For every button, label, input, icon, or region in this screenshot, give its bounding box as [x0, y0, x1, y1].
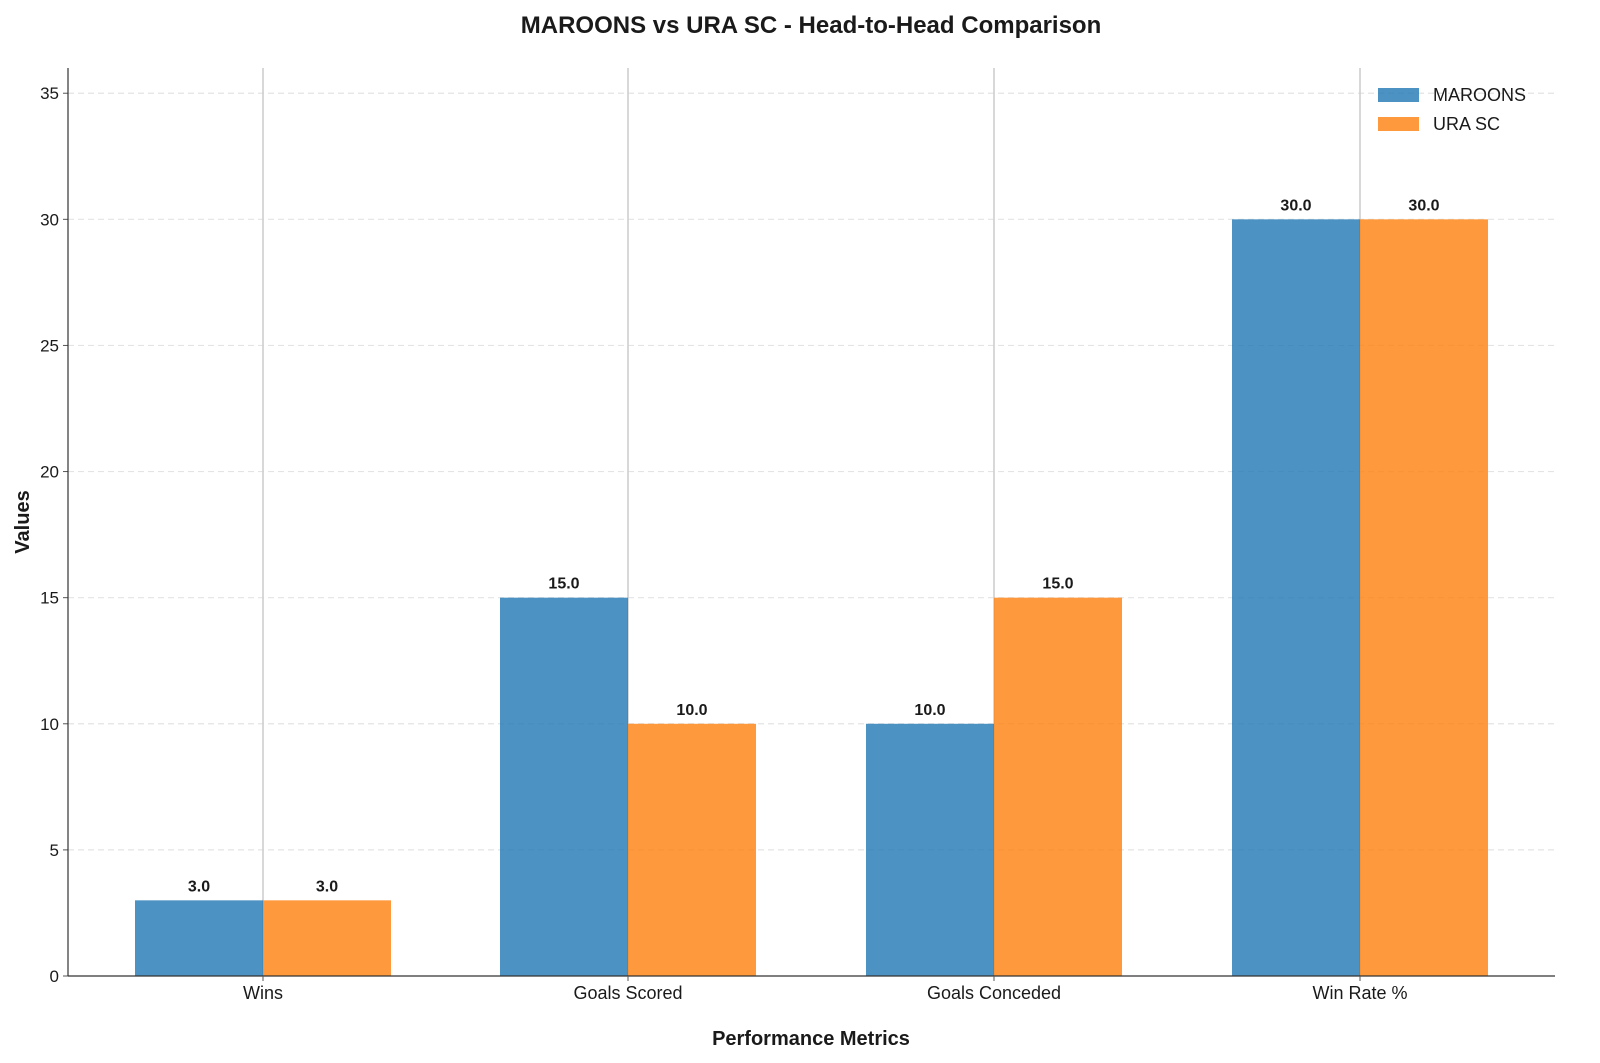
legend-label: MAROONS	[1433, 85, 1526, 105]
y-tick-label: 35	[40, 84, 59, 103]
x-tick-label: Goals Scored	[573, 983, 682, 1003]
y-tick-label: 10	[40, 715, 59, 734]
data-label: 10.0	[914, 702, 945, 719]
legend-swatch	[1378, 88, 1419, 102]
bar-maroons-win-rate-	[1232, 219, 1360, 977]
y-tick-label: 0	[50, 967, 59, 986]
bar-maroons-wins	[135, 900, 263, 976]
y-axis-title: Values	[12, 490, 34, 553]
bars	[135, 219, 1488, 977]
y-tick-label: 25	[40, 336, 59, 355]
legend: MAROONS URA SC	[1378, 85, 1526, 134]
bar-ura-sc-win-rate-	[1360, 219, 1488, 977]
y-tick-label: 5	[50, 841, 59, 860]
data-label: 30.0	[1408, 197, 1439, 214]
y-tick-label: 30	[40, 210, 59, 229]
x-tick-label: Win Rate %	[1312, 983, 1407, 1003]
bar-ura-sc-goals-conceded	[994, 597, 1122, 976]
bar-ura-sc-wins	[263, 900, 391, 976]
data-label: 15.0	[1042, 576, 1073, 593]
bar-maroons-goals-conceded	[866, 723, 994, 976]
category-lines	[262, 68, 1361, 976]
x-tick-label: Wins	[243, 983, 283, 1003]
bar-ura-sc-goals-scored	[628, 723, 756, 976]
data-label: 3.0	[188, 878, 210, 895]
legend-swatch	[1378, 117, 1419, 131]
x-tick-label: Goals Conceded	[927, 983, 1061, 1003]
data-label: 15.0	[548, 576, 579, 593]
chart-title: MAROONS vs URA SC - Head-to-Head Compari…	[521, 12, 1102, 39]
x-axis-title: Performance Metrics	[712, 1028, 910, 1050]
bar-maroons-goals-scored	[500, 597, 628, 976]
grid-lines	[68, 92, 1555, 851]
legend-label: URA SC	[1433, 114, 1500, 134]
data-label: 10.0	[676, 702, 707, 719]
data-label: 30.0	[1280, 197, 1311, 214]
data-label: 3.0	[316, 878, 338, 895]
data-labels: 3.0 15.0 10.0 30.0 3.0 10.0 15.0 30.0	[188, 197, 1440, 895]
y-tick-label: 20	[40, 463, 59, 482]
y-tick-label: 15	[40, 589, 59, 608]
axes: 0 5 10 15 20 25 30 35 Wins Goals Scored Goals Conc…	[40, 68, 1555, 1003]
